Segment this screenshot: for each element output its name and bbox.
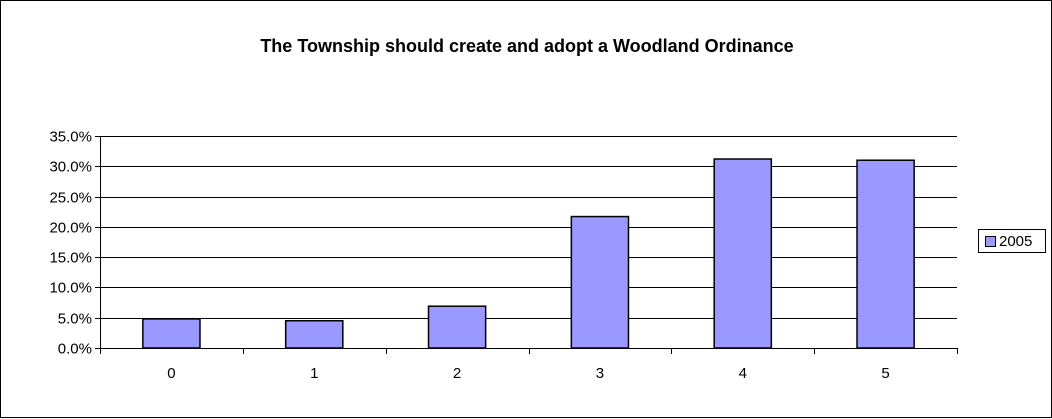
y-tick-label: 10.0%: [49, 280, 92, 297]
chart-title: The Township should create and adopt a W…: [260, 36, 794, 56]
y-tick-label: 30.0%: [49, 159, 92, 176]
bar: [713, 158, 773, 349]
bar: [284, 319, 344, 349]
x-tick-label: 0: [167, 365, 175, 382]
x-tick-label: 5: [881, 365, 889, 382]
bar: [427, 305, 487, 349]
legend: 2005: [978, 229, 1046, 253]
y-tick-label: 5.0%: [58, 311, 92, 328]
x-tick-label: 3: [596, 365, 604, 382]
legend-swatch-2005: [985, 235, 996, 247]
x-tick-label: 1: [310, 365, 318, 382]
y-tick-label: 35.0%: [49, 129, 92, 146]
y-tick-label: 20.0%: [49, 220, 92, 237]
y-tick-label: 15.0%: [49, 250, 92, 267]
bar: [142, 318, 201, 349]
legend-label-2005: 2005: [999, 232, 1033, 250]
y-tick-label: 25.0%: [49, 190, 92, 207]
bar: [570, 215, 630, 349]
x-tick-label: 2: [453, 365, 461, 382]
x-tick-label: 4: [739, 365, 747, 382]
y-tick-label: 0.0%: [58, 341, 92, 358]
bar: [856, 159, 915, 349]
